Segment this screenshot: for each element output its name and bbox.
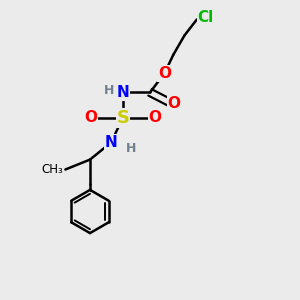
Text: O: O bbox=[167, 96, 181, 111]
Text: O: O bbox=[158, 66, 171, 81]
Text: CH₃: CH₃ bbox=[41, 163, 63, 176]
Text: O: O bbox=[85, 110, 98, 125]
Text: N: N bbox=[117, 85, 129, 100]
Text: O: O bbox=[148, 110, 161, 125]
Text: S: S bbox=[116, 109, 130, 127]
Text: N: N bbox=[105, 135, 117, 150]
Text: Cl: Cl bbox=[198, 10, 214, 25]
Text: H: H bbox=[104, 83, 114, 97]
Text: H: H bbox=[126, 142, 136, 155]
